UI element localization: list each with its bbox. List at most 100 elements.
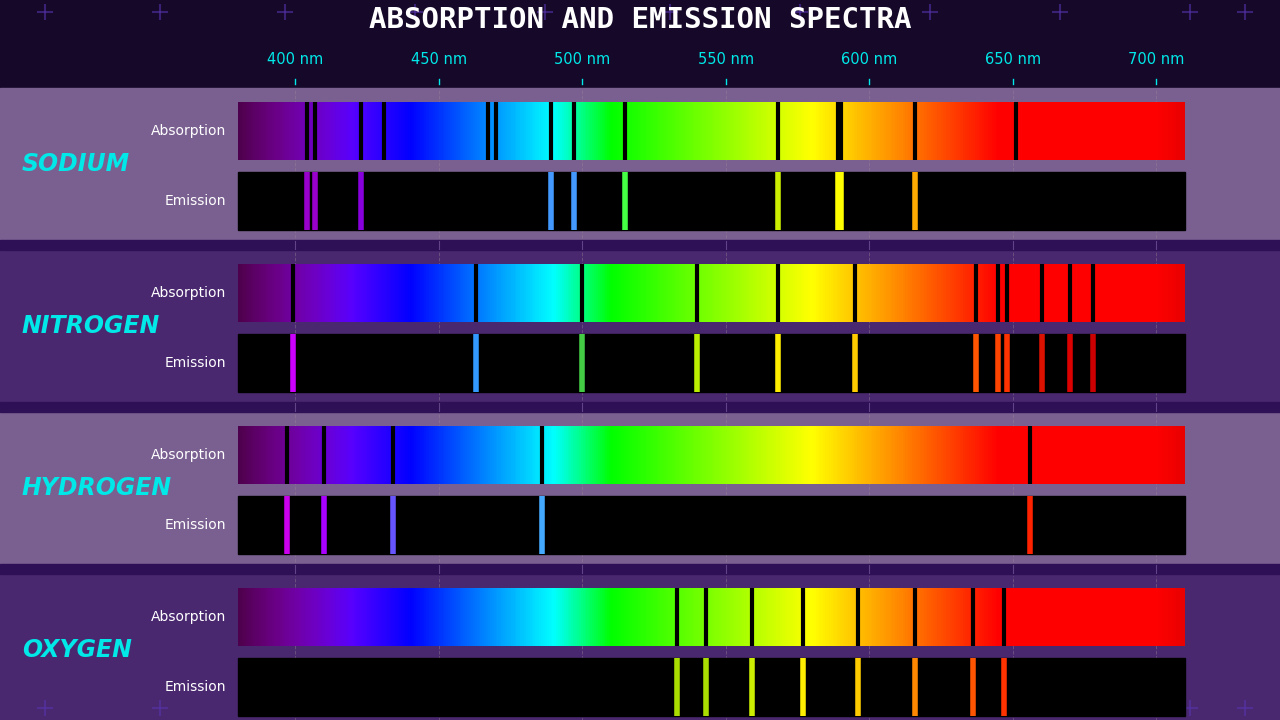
Bar	[837, 264, 838, 322]
Bar	[709, 102, 712, 160]
Bar	[605, 426, 608, 484]
Bar	[503, 264, 506, 322]
Bar	[648, 588, 649, 646]
Bar	[803, 426, 805, 484]
Bar	[293, 426, 296, 484]
Bar	[653, 102, 655, 160]
Bar	[1000, 264, 1002, 322]
Bar	[709, 264, 712, 322]
Bar	[462, 588, 463, 646]
Bar	[933, 426, 936, 484]
Bar	[673, 102, 676, 160]
Bar	[709, 588, 712, 646]
Bar	[997, 588, 1000, 646]
Bar	[1128, 264, 1130, 322]
Bar	[960, 426, 961, 484]
Bar	[557, 102, 558, 160]
Bar	[681, 102, 684, 160]
Bar	[1135, 102, 1138, 160]
Bar	[1071, 102, 1074, 160]
Bar	[325, 426, 328, 484]
Bar	[567, 264, 570, 322]
Bar	[558, 588, 561, 646]
Bar	[708, 102, 710, 160]
Bar	[1179, 588, 1181, 646]
Bar	[829, 102, 831, 160]
Bar	[294, 102, 297, 160]
Bar	[764, 588, 767, 646]
Bar	[867, 426, 869, 484]
Bar	[755, 588, 758, 646]
Bar	[771, 102, 773, 160]
Bar	[1000, 588, 1002, 646]
Bar	[838, 588, 841, 646]
Bar	[652, 264, 653, 322]
Bar	[1146, 102, 1148, 160]
Bar	[735, 102, 736, 160]
Bar	[996, 264, 998, 322]
Bar	[986, 102, 988, 160]
Bar	[1036, 588, 1038, 646]
Bar	[1100, 588, 1102, 646]
Bar	[279, 426, 282, 484]
Bar	[705, 102, 708, 160]
Bar	[925, 426, 928, 484]
Bar	[776, 102, 778, 160]
Bar	[364, 102, 365, 160]
Bar	[1051, 426, 1053, 484]
Bar	[439, 264, 442, 322]
Bar	[1181, 102, 1184, 160]
Text: OXYGEN: OXYGEN	[22, 638, 132, 662]
Bar	[913, 102, 914, 160]
Bar	[407, 264, 408, 322]
Bar	[1056, 426, 1059, 484]
Bar	[815, 426, 818, 484]
Bar	[641, 102, 644, 160]
Bar	[468, 588, 471, 646]
Bar	[969, 426, 972, 484]
Bar	[687, 102, 689, 160]
Bar	[534, 102, 536, 160]
Bar	[673, 588, 676, 646]
Bar	[384, 264, 387, 322]
Bar	[928, 264, 929, 322]
Bar	[558, 264, 561, 322]
Bar	[516, 588, 518, 646]
Bar	[1012, 264, 1015, 322]
Bar	[1060, 102, 1062, 160]
Bar	[859, 102, 861, 160]
Bar	[424, 426, 426, 484]
Bar	[543, 102, 545, 160]
Bar	[1043, 264, 1046, 322]
Bar	[721, 264, 723, 322]
Bar	[1015, 102, 1016, 160]
Bar	[512, 102, 515, 160]
Bar	[977, 102, 979, 160]
Bar	[1004, 426, 1006, 484]
Bar	[613, 102, 616, 160]
Bar	[972, 588, 973, 646]
Bar	[753, 102, 755, 160]
Bar	[479, 264, 481, 322]
Bar	[621, 264, 623, 322]
Bar	[511, 588, 513, 646]
Bar	[806, 588, 809, 646]
Bar	[645, 264, 648, 322]
Bar	[385, 426, 388, 484]
Bar	[1117, 264, 1119, 322]
Bar	[829, 426, 831, 484]
Bar	[512, 264, 515, 322]
Bar	[316, 588, 317, 646]
Bar	[1135, 588, 1138, 646]
Bar	[668, 102, 671, 160]
Bar	[1084, 426, 1087, 484]
Bar	[269, 426, 270, 484]
Bar	[680, 264, 681, 322]
Bar	[673, 426, 676, 484]
Bar	[550, 264, 553, 322]
Bar	[982, 264, 984, 322]
Bar	[472, 426, 475, 484]
Bar	[884, 102, 886, 160]
Bar	[1178, 264, 1180, 322]
Bar	[340, 588, 343, 646]
